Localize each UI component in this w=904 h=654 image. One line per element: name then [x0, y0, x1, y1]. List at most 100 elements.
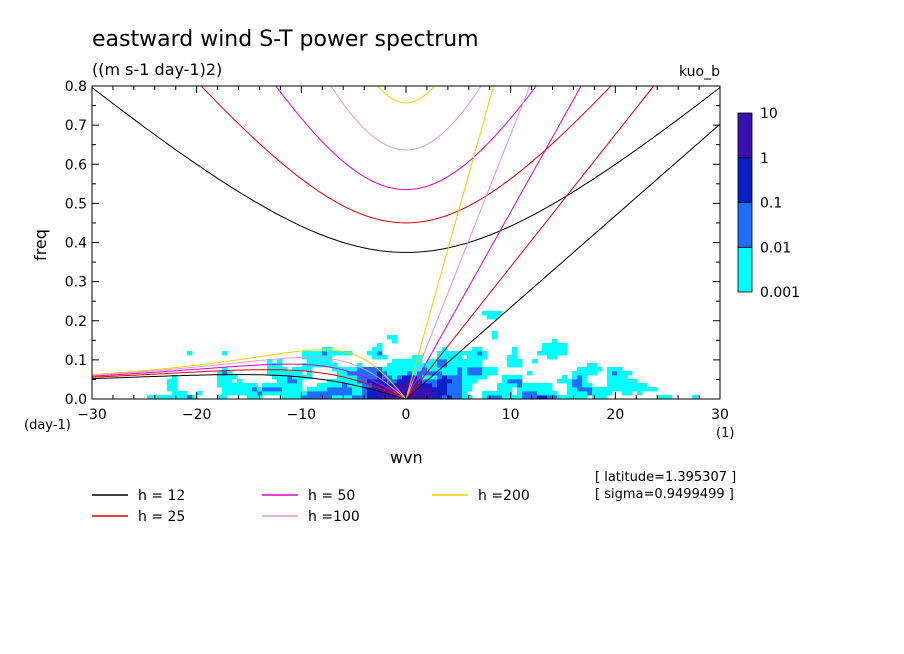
power-cell	[412, 391, 418, 396]
power-cell	[282, 371, 288, 376]
power-cell	[272, 375, 278, 380]
power-cell	[247, 383, 253, 388]
power-cell	[412, 383, 418, 388]
power-cell	[607, 383, 613, 388]
y-tick-label: 0.3	[65, 275, 87, 291]
power-cell	[437, 395, 443, 399]
power-cell	[397, 387, 403, 392]
power-cell	[452, 355, 458, 360]
power-cell	[422, 387, 428, 392]
power-cell	[352, 375, 358, 380]
power-cell	[462, 367, 468, 372]
power-cell	[452, 395, 458, 399]
power-cell	[312, 395, 318, 399]
power-cell	[327, 355, 333, 360]
power-cell	[472, 379, 478, 384]
power-cell	[532, 395, 538, 399]
power-cell	[172, 383, 178, 388]
power-cell	[587, 383, 593, 388]
power-cell	[437, 363, 443, 368]
chart-title: eastward wind S-T power spectrum	[92, 27, 479, 52]
power-cell	[502, 379, 508, 384]
power-cell	[237, 383, 243, 388]
power-cell	[287, 391, 293, 396]
power-cell	[562, 375, 568, 380]
power-cell	[297, 395, 303, 399]
power-cell	[387, 379, 393, 384]
legend-label: h = 50	[308, 488, 355, 504]
power-cell	[532, 391, 538, 396]
power-cell	[342, 367, 348, 372]
power-cell	[307, 359, 313, 364]
power-cell	[612, 379, 618, 384]
power-cell	[402, 391, 408, 396]
power-cell	[447, 379, 453, 384]
power-cell	[567, 379, 573, 384]
power-cell	[282, 391, 288, 396]
power-cell	[317, 395, 323, 399]
chart-subtitle: ((m s-1 day-1)2)	[92, 60, 222, 79]
power-cell	[447, 395, 453, 399]
latitude-info: [ latitude=1.395307 ]	[595, 470, 736, 485]
power-cell	[347, 367, 353, 372]
y-tick-label: 0.0	[65, 392, 87, 408]
power-cell	[667, 395, 673, 399]
power-cell	[337, 375, 343, 380]
power-cell	[417, 367, 423, 372]
x-axis: −30 −20 −10 0 10 20 30	[77, 86, 729, 423]
power-cell	[617, 371, 623, 376]
power-cell	[377, 355, 383, 360]
power-cell	[387, 375, 393, 380]
power-cell	[237, 387, 243, 392]
power-cell	[342, 351, 348, 356]
power-cell	[277, 379, 283, 384]
power-cell	[467, 371, 473, 376]
colorbar-label: 0.1	[760, 196, 782, 212]
dispersion-curve-rossby	[92, 363, 407, 399]
power-cell	[332, 383, 338, 388]
power-cell	[387, 367, 393, 372]
power-cell	[182, 395, 188, 399]
power-cell	[422, 371, 428, 376]
x-tick-label: −20	[182, 407, 212, 423]
power-cell	[392, 359, 398, 364]
power-cell	[437, 375, 443, 380]
power-cell	[267, 383, 273, 388]
power-cell	[582, 379, 588, 384]
power-cell	[502, 383, 508, 388]
power-cell	[452, 391, 458, 396]
y-tick-label: 0.5	[65, 196, 87, 212]
power-cell	[442, 367, 448, 372]
power-cell	[587, 363, 593, 368]
power-cell	[392, 339, 398, 344]
power-cell	[607, 379, 613, 384]
power-cell	[467, 367, 473, 372]
power-cell	[572, 371, 578, 376]
power-cell	[437, 379, 443, 384]
colorbar-band	[737, 246, 753, 293]
power-cell	[147, 395, 153, 399]
dispersion-curve-rossby	[92, 349, 407, 399]
power-cell	[392, 371, 398, 376]
power-cell	[482, 355, 488, 360]
power-cell	[637, 387, 643, 392]
power-cell	[277, 375, 283, 380]
power-cell	[452, 371, 458, 376]
power-cell	[467, 363, 473, 368]
power-cell	[327, 347, 333, 352]
power-cell	[407, 371, 413, 376]
power-cell	[307, 367, 313, 372]
power-cell	[402, 379, 408, 384]
power-cell	[392, 367, 398, 372]
power-cell	[457, 387, 463, 392]
power-cell	[457, 355, 463, 360]
power-cell	[557, 379, 563, 384]
y-axis-unit: (day-1)	[24, 418, 71, 433]
power-cell	[272, 371, 278, 376]
power-cell	[442, 355, 448, 360]
power-cell	[382, 387, 388, 392]
power-cell	[412, 371, 418, 376]
power-cell	[492, 371, 498, 376]
power-cell	[282, 379, 288, 384]
power-cell	[227, 371, 233, 376]
